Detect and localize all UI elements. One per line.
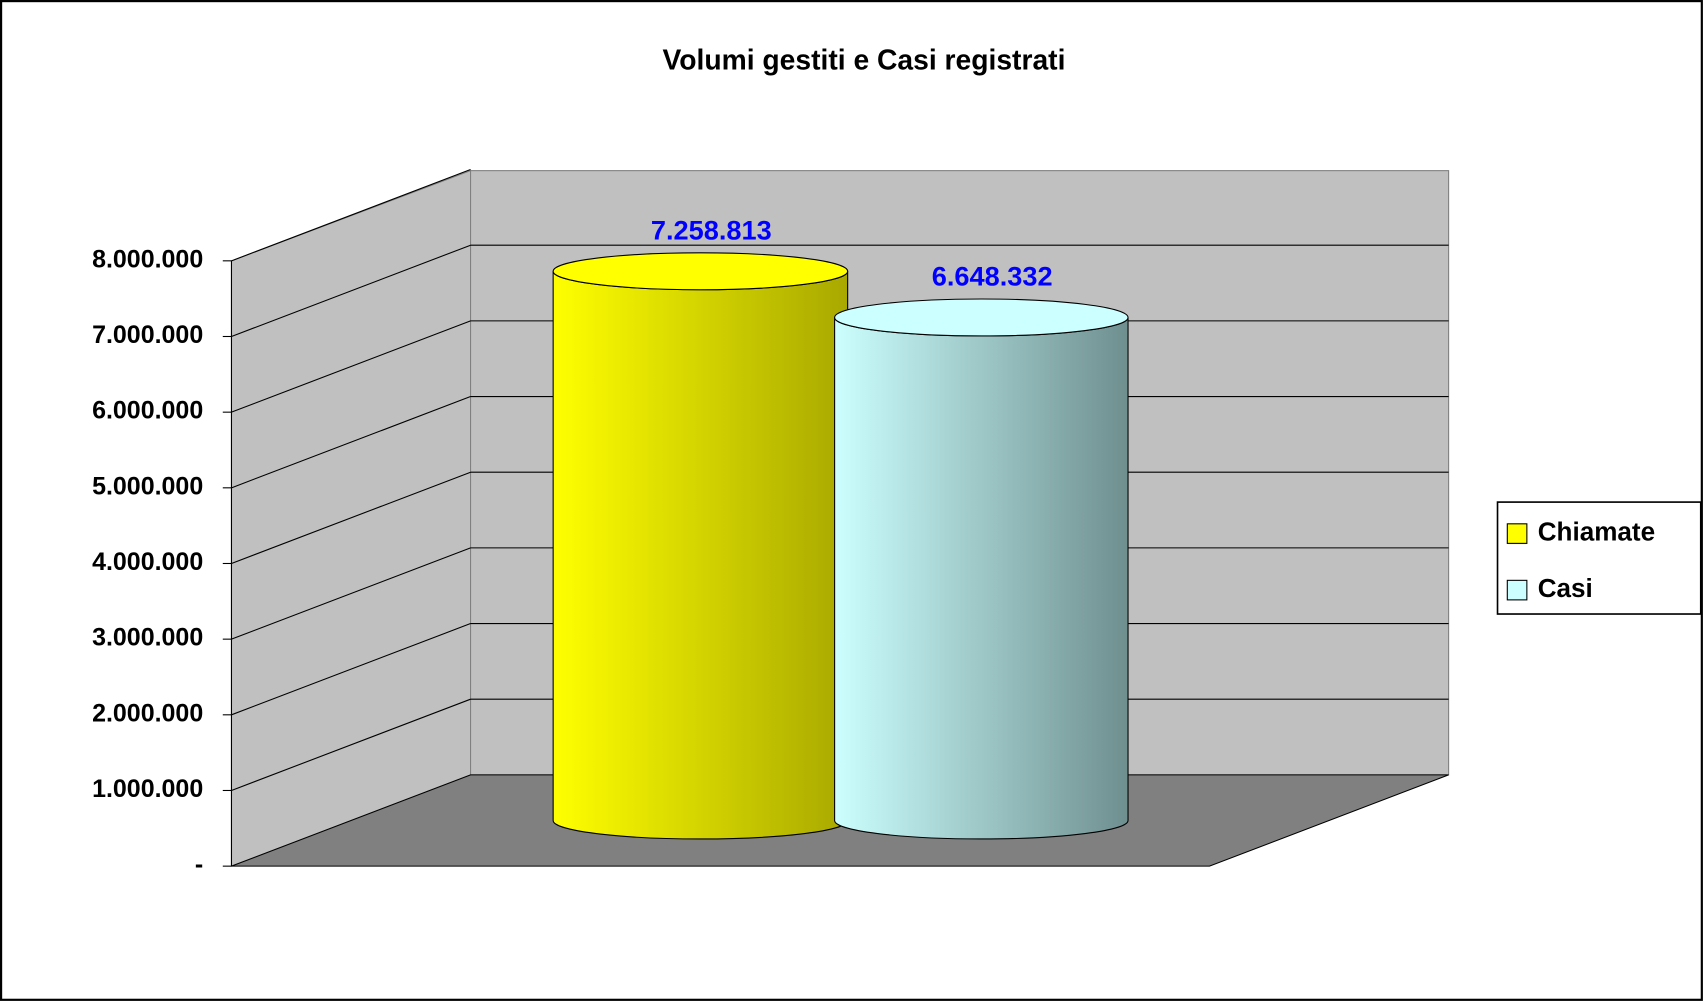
grid-line (231, 169, 471, 262)
grid-line (231, 396, 471, 489)
grid-line (231, 547, 471, 640)
legend-swatch (1506, 523, 1528, 544)
legend-label: Casi (1538, 573, 1593, 603)
y-tick-label: 2.000.000 (92, 699, 203, 727)
y-tick-label: 7.000.000 (92, 321, 203, 349)
legend (1496, 501, 1702, 615)
value-label: 6.648.332 (932, 261, 1053, 292)
grid-line (231, 698, 471, 791)
y-tick-label: 1.000.000 (92, 775, 203, 803)
chart-title: Volumi gestiti e Casi registrati (662, 43, 1065, 75)
grid-line (231, 244, 471, 338)
y-tick-label: 3.000.000 (92, 624, 203, 652)
y-tick-label: - (195, 851, 203, 879)
legend-label: Chiamate (1538, 516, 1655, 546)
bar (834, 317, 1129, 840)
value-label: 7.258.813 (651, 214, 772, 245)
legend-swatch (1506, 579, 1528, 601)
grid-line (231, 320, 471, 413)
y-tick-label: 4.000.000 (92, 548, 203, 576)
bar-top (834, 298, 1129, 337)
y-tick-label: 5.000.000 (92, 472, 203, 500)
bar (552, 271, 849, 840)
bar-top (552, 252, 849, 291)
y-tick-label: 6.000.000 (92, 397, 203, 425)
grid-line (231, 471, 471, 564)
y-tick-label: 8.000.000 (92, 245, 203, 273)
grid-line (231, 623, 471, 716)
